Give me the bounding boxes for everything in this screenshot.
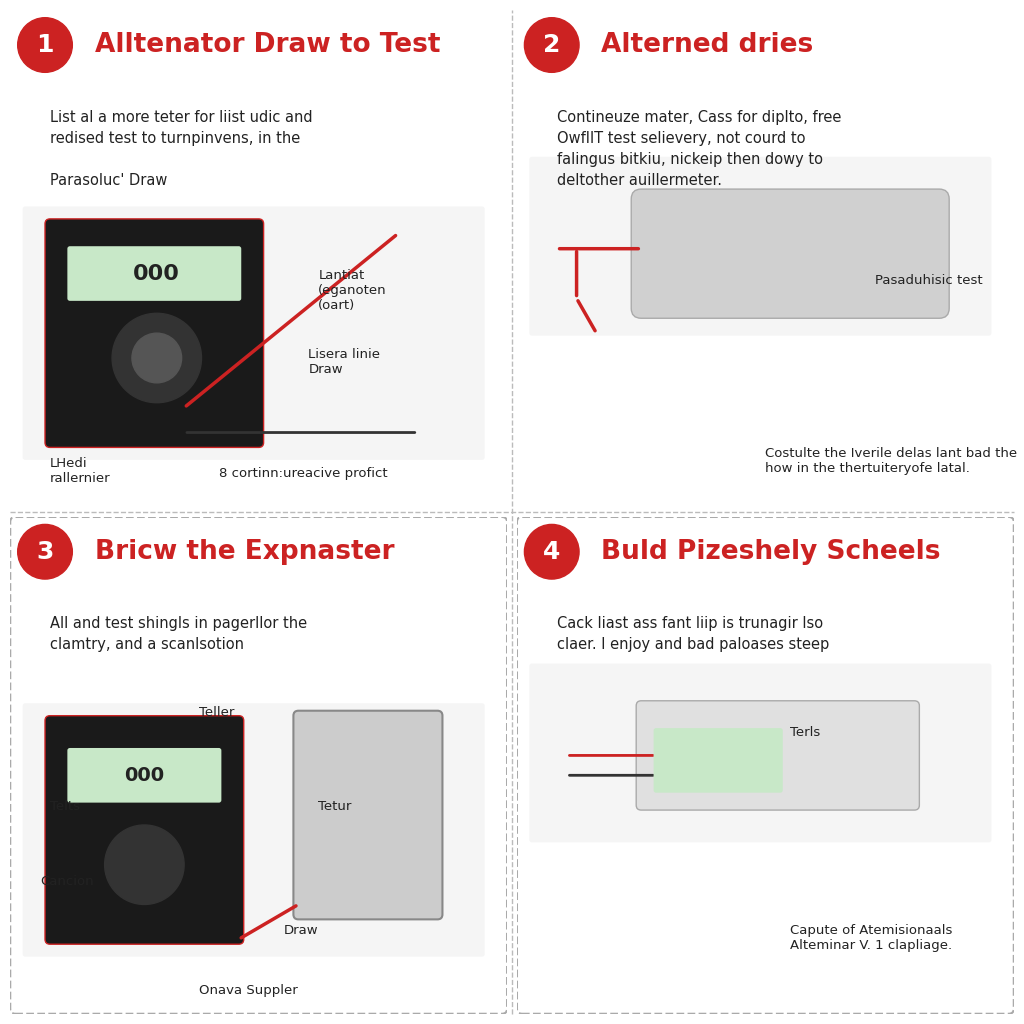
FancyBboxPatch shape	[45, 219, 263, 447]
Text: Draw: Draw	[284, 925, 318, 937]
Text: Capute of Atemisionaals
Alteminar V. 1 clapliage.: Capute of Atemisionaals Alteminar V. 1 c…	[791, 925, 952, 952]
FancyBboxPatch shape	[68, 748, 221, 803]
Text: Tetur: Tetur	[318, 800, 351, 813]
Text: Contineuze mater, Cass for diplto, free
OwfIlT test selievery, not courd to
fali: Contineuze mater, Cass for diplto, free …	[557, 110, 841, 187]
Circle shape	[524, 524, 579, 579]
FancyBboxPatch shape	[631, 189, 949, 318]
Circle shape	[112, 313, 202, 402]
Text: Alterned dries: Alterned dries	[601, 32, 814, 58]
Text: 1: 1	[36, 33, 54, 57]
Text: 3: 3	[36, 540, 53, 564]
Circle shape	[524, 17, 579, 73]
FancyBboxPatch shape	[294, 711, 442, 920]
Text: Pasaduhisic test: Pasaduhisic test	[874, 273, 982, 287]
Text: Cack liast ass fant liip is trunagir lso
claer. I enjoy and bad paloases steep: Cack liast ass fant liip is trunagir lso…	[557, 616, 829, 652]
FancyBboxPatch shape	[23, 703, 484, 956]
FancyBboxPatch shape	[45, 716, 244, 944]
Text: 4: 4	[543, 540, 560, 564]
Text: Buld Pizeshely Scheels: Buld Pizeshely Scheels	[601, 539, 941, 565]
Text: List al a more teter for liist udic and
redised test to turnpinvens, in the

Par: List al a more teter for liist udic and …	[50, 110, 312, 187]
FancyBboxPatch shape	[529, 157, 991, 336]
Text: Terls: Terls	[791, 726, 820, 738]
Text: Bricw the Expnaster: Bricw the Expnaster	[94, 539, 394, 565]
FancyBboxPatch shape	[68, 246, 242, 301]
Text: LHedi
rallernier: LHedi rallernier	[50, 458, 111, 485]
FancyBboxPatch shape	[529, 664, 991, 843]
Text: Telts: Telts	[50, 800, 80, 813]
Text: Lisera linie
Draw: Lisera linie Draw	[308, 348, 380, 376]
Text: All and test shingls in pagerllor the
clamtry, and a scanlsotion: All and test shingls in pagerllor the cl…	[50, 616, 307, 652]
Text: 8 cortinn:ureacive profict: 8 cortinn:ureacive profict	[219, 467, 387, 480]
Circle shape	[17, 17, 73, 73]
Text: Teller: Teller	[199, 706, 234, 719]
Text: Costulte the Iverile delas lant bad the
how in the thertuiteryofe latal.: Costulte the Iverile delas lant bad the …	[765, 447, 1018, 475]
Circle shape	[17, 524, 73, 579]
FancyBboxPatch shape	[636, 700, 920, 810]
Circle shape	[132, 333, 181, 383]
Text: Cancion: Cancion	[40, 874, 93, 888]
Text: 000: 000	[133, 263, 180, 284]
Text: 000: 000	[124, 766, 165, 784]
Circle shape	[104, 825, 184, 904]
Text: Onava Suppler: Onava Suppler	[199, 984, 298, 997]
FancyBboxPatch shape	[23, 207, 484, 460]
FancyBboxPatch shape	[653, 728, 782, 793]
Text: 2: 2	[543, 33, 560, 57]
Text: Lantiat
(eganoten
(oart): Lantiat (eganoten (oart)	[318, 268, 387, 311]
Text: Alltenator Draw to Test: Alltenator Draw to Test	[94, 32, 440, 58]
